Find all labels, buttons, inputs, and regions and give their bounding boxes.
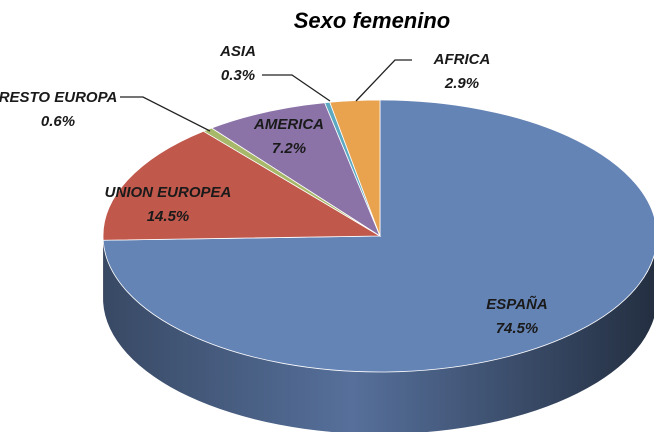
category-label: AMERICA — [253, 116, 324, 133]
value-label: 7.2% — [272, 140, 306, 157]
value-label: 2.9% — [444, 75, 479, 92]
value-label: 0.3% — [221, 67, 255, 84]
value-label: 74.5% — [496, 320, 539, 337]
pie-slice — [102, 99, 654, 373]
value-label: 0.6% — [41, 113, 75, 130]
pie-slice — [210, 102, 381, 238]
pie-side — [103, 240, 654, 432]
leader-line — [120, 96, 211, 132]
pie-sides — [103, 236, 654, 432]
leader-line — [355, 59, 412, 102]
category-label: RESTO EUROPA — [0, 89, 117, 106]
leader-line — [262, 74, 331, 102]
value-label: 14.5% — [147, 208, 190, 225]
labels: ESPAÑA 74.5% UNION EUROPEA 14.5% RESTO EUROP… — [0, 43, 548, 337]
category-label: ASIA — [219, 43, 256, 60]
pie-slice — [329, 99, 381, 237]
category-label: ESPAÑA — [486, 295, 547, 313]
category-label: UNION EUROPEA — [105, 184, 232, 201]
category-label: AFRICA — [433, 51, 491, 68]
pie-slice — [102, 130, 382, 241]
pie-tops — [102, 99, 654, 373]
chart-title: Sexo femenino — [294, 8, 450, 33]
